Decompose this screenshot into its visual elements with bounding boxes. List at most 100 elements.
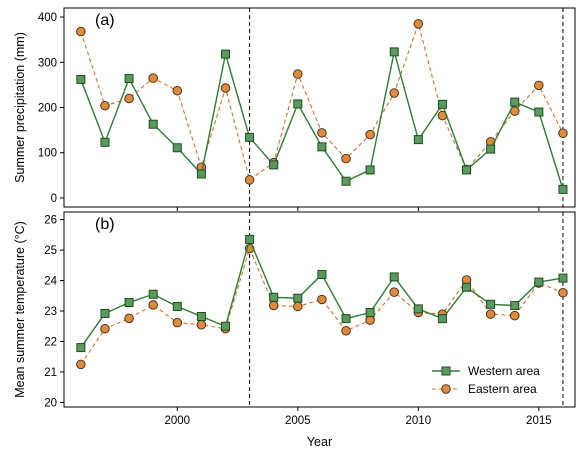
western-point xyxy=(413,304,423,314)
western-point xyxy=(196,312,206,322)
y-tick-label: 400 xyxy=(38,12,57,24)
eastern-point xyxy=(365,129,375,140)
legend-eastern-label: Eastern area xyxy=(468,382,537,396)
panel-label: (a) xyxy=(95,12,115,29)
eastern-point xyxy=(317,128,327,138)
western-point xyxy=(510,301,520,311)
eastern-point xyxy=(293,69,303,79)
western-point xyxy=(76,343,86,353)
eastern-point xyxy=(124,313,134,324)
eastern-point xyxy=(341,153,351,164)
eastern-point xyxy=(413,19,424,29)
western-point xyxy=(269,160,279,170)
legend-eastern-marker xyxy=(441,384,451,394)
western-point xyxy=(558,184,568,194)
western-point xyxy=(558,273,568,283)
western-point xyxy=(100,308,110,318)
eastern-point xyxy=(244,175,255,185)
western-point xyxy=(365,308,375,318)
eastern-series-line xyxy=(80,246,564,365)
eastern-point xyxy=(100,323,110,334)
western-point xyxy=(172,143,182,153)
western-point xyxy=(462,165,472,175)
eastern-point xyxy=(76,26,86,37)
eastern-point xyxy=(76,359,86,370)
x-axis-label: Year xyxy=(307,435,332,449)
panel-a: 0 100 200 300 400 (a) Summer precipitation (mm… xyxy=(13,7,576,211)
y-tick-label: 100 xyxy=(38,148,57,160)
y-tick-label: 20 xyxy=(44,397,57,409)
y-tick-label: 300 xyxy=(38,57,57,69)
western-point xyxy=(534,107,544,117)
eastern-series-line xyxy=(80,21,564,181)
western-point xyxy=(269,292,279,302)
eastern-point xyxy=(220,83,231,93)
y-tick-label: 22 xyxy=(44,336,57,348)
plot-frame xyxy=(63,211,576,408)
legend-western-marker xyxy=(441,366,451,376)
western-point xyxy=(510,97,520,107)
western-point xyxy=(124,74,134,84)
western-point xyxy=(486,299,496,309)
legend: Western area Eastern area xyxy=(432,364,540,396)
western-point xyxy=(245,234,255,244)
eastern-point xyxy=(172,317,183,328)
y-tick-label: 23 xyxy=(44,306,57,318)
eastern-point xyxy=(558,287,568,298)
y-tick-label: 25 xyxy=(44,245,57,257)
western-point xyxy=(148,119,158,129)
eastern-point xyxy=(196,319,207,330)
western-point xyxy=(124,297,134,307)
western-point xyxy=(245,132,255,142)
legend-western-label: Western area xyxy=(468,364,540,378)
eastern-point xyxy=(100,100,110,111)
western-point xyxy=(196,169,206,179)
western-point xyxy=(365,165,375,175)
eastern-point xyxy=(148,300,158,310)
eastern-point xyxy=(558,128,568,139)
western-point xyxy=(100,137,110,147)
x-tick-label: 2010 xyxy=(406,415,432,427)
western-point xyxy=(486,144,496,154)
western-point xyxy=(341,176,351,186)
y-axis-label: Mean summer temperature (°C) xyxy=(13,221,27,398)
western-point xyxy=(389,272,399,282)
western-point xyxy=(317,269,327,279)
western-point xyxy=(437,314,447,324)
eastern-point xyxy=(485,309,496,319)
eastern-point xyxy=(124,93,134,104)
western-point xyxy=(317,142,327,152)
western-point xyxy=(437,99,447,109)
panel-label: (b) xyxy=(95,216,115,233)
eastern-point xyxy=(341,326,351,336)
eastern-point xyxy=(268,300,279,311)
y-tick-label: 200 xyxy=(38,103,57,115)
western-point xyxy=(534,277,544,287)
plot-frame xyxy=(63,7,576,208)
western-point xyxy=(220,321,230,331)
y-tick-label: 26 xyxy=(44,215,57,227)
eastern-point xyxy=(509,310,520,321)
y-axis-label: Summer precipitation (mm) xyxy=(13,32,27,183)
western-point xyxy=(148,289,158,299)
eastern-point xyxy=(317,294,327,305)
western-point xyxy=(76,74,86,84)
eastern-point xyxy=(365,315,375,325)
eastern-point xyxy=(534,80,544,91)
eastern-point xyxy=(389,88,399,98)
eastern-point xyxy=(293,301,303,312)
y-tick-label: 24 xyxy=(44,276,57,288)
eastern-point xyxy=(148,73,158,83)
x-tick-label: 2005 xyxy=(285,415,311,427)
x-tick-label: 2000 xyxy=(164,415,190,427)
western-point xyxy=(293,99,303,109)
panel-b: 20 21 22 23 24 25 26 (b) Mean summer temperature… xyxy=(13,211,576,411)
western-point xyxy=(293,293,303,303)
western-point xyxy=(172,301,182,311)
western-point xyxy=(220,49,230,59)
x-tick-label: 2015 xyxy=(526,415,552,427)
eastern-point xyxy=(389,287,399,297)
western-point xyxy=(413,135,423,145)
y-tick-label: 21 xyxy=(44,367,57,379)
